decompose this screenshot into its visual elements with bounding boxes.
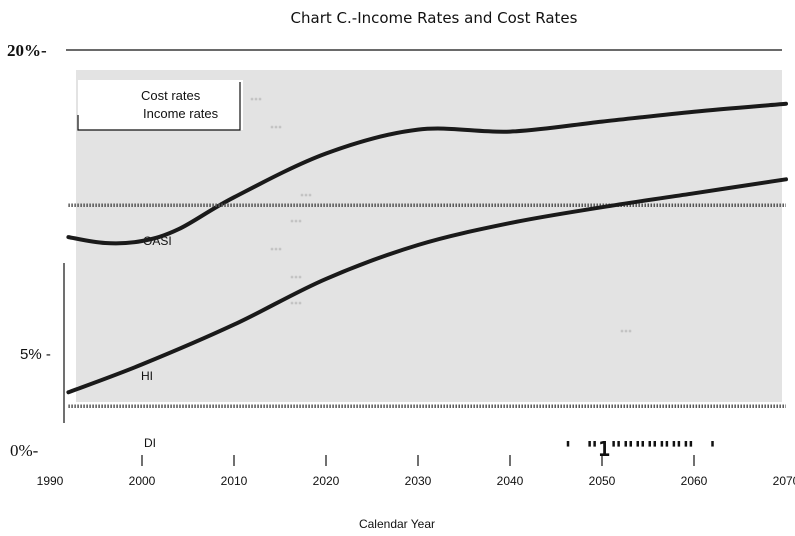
x-tick-label-2010: 2010 (221, 474, 248, 488)
svg-text:...: ... (270, 115, 282, 132)
x-axis-label: Calendar Year (359, 517, 435, 531)
series-line-oasi (66, 101, 788, 246)
svg-text:...: ... (620, 319, 632, 336)
scan-noise-marks: ' "1""""""" ' (562, 437, 719, 461)
series-line-hi (66, 177, 788, 395)
svg-text:...: ... (270, 237, 282, 254)
x-tick-label-2040: 2040 (497, 474, 524, 488)
legend-cost-rates: Cost rates (141, 88, 201, 103)
y-tick-label-5: 5% - (20, 346, 51, 363)
svg-text:...: ... (300, 183, 312, 200)
annotation-di: DI (144, 436, 156, 450)
x-tick-label-2000: 2000 (129, 474, 156, 488)
legend-box (78, 80, 243, 130)
series-label-hi: HI (141, 369, 153, 383)
y-tick-label-20: 20%- (7, 41, 47, 60)
x-tick-label-2050: 2050 (589, 474, 616, 488)
x-tick-label-2020: 2020 (313, 474, 340, 488)
x-tick-label-1990: 1990 (37, 474, 64, 488)
svg-text:...: ... (290, 265, 302, 282)
x-tick-label-2030: 2030 (405, 474, 432, 488)
chart-marks: 1990 2000 2010 2020 2030 2040 2050 2060 2070 (37, 101, 795, 488)
svg-text:...: ... (250, 87, 262, 104)
legend-bracket (77, 82, 241, 131)
x-tick-label-2060: 2060 (681, 474, 708, 488)
legend-income-rates: Income rates (143, 106, 219, 121)
y-tick-label-0: 0%- (10, 441, 39, 460)
x-tick-label-2070: 2070 (773, 474, 795, 488)
svg-text:...: ... (290, 209, 302, 226)
chart-title: Chart C.-Income Rates and Cost Rates (291, 9, 578, 27)
